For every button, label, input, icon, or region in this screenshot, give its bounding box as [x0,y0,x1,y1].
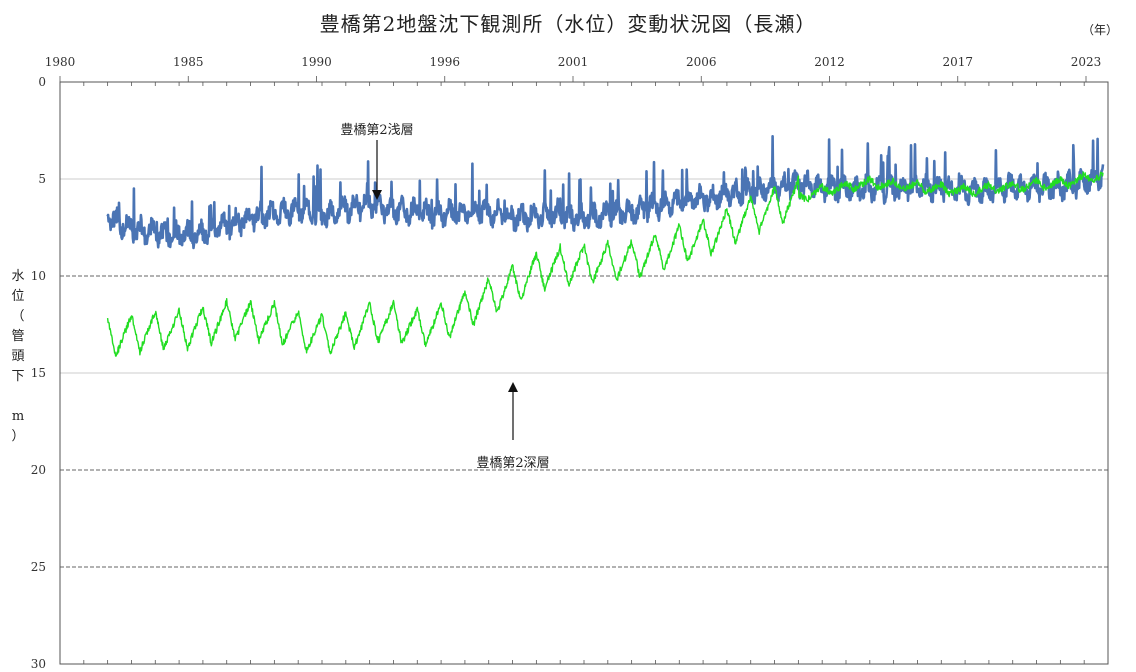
chart-title: 豊橋第2地盤沈下観測所（水位）変動状況図（長瀬） [319,12,817,36]
x-unit-label: （年） [1082,23,1118,37]
x-tick-label: 2017 [942,55,973,69]
series-line-deep [106,171,1104,357]
y-tick-label: 25 [31,560,46,574]
y-tick-label: 5 [38,172,46,186]
x-tick-label: 2023 [1071,55,1102,69]
y-axis-label-char: ） [11,429,24,444]
y-axis-label-char: （ [11,309,24,324]
x-tick-label: 2012 [814,55,845,69]
y-axis-label-char: 管 [11,329,24,344]
y-axis-label-char: m [12,409,24,424]
annotation-shallow: 豊橋第2浅層 [340,123,413,138]
x-tick-label: 1990 [301,55,332,69]
y-tick-label: 0 [38,75,46,89]
annotation-shallow-arrowhead [372,190,382,200]
label-layer: 0 5 10 15 20 25 30 1980 1985 1990 1996 2001 2006 2012… [31,55,1102,671]
y-axis-label: 水位 （ 管頭下 m ） [11,269,24,444]
axis-layer [59,76,1109,665]
y-axis-label-char: 水 [11,269,24,284]
annotation-deep-arrowhead [508,382,518,392]
y-tick-label: 20 [31,463,46,477]
x-tick-label: 1996 [429,55,460,69]
x-tick-label: 1985 [173,55,204,69]
y-axis-label-char: 位 [11,289,24,304]
y-tick-label: 10 [31,269,46,283]
x-tick-label: 1980 [45,55,76,69]
y-axis-label-char: 下 [11,369,24,384]
y-tick-label: 30 [31,657,46,671]
x-tick-label: 2006 [686,55,717,69]
y-axis-label-char: 頭 [11,349,24,364]
series-layer [106,135,1105,357]
x-tick-label: 2001 [558,55,589,69]
series-line-shallow [106,135,1105,250]
y-tick-label: 15 [31,366,46,380]
annotation-deep: 豊橋第2深層 [476,456,549,471]
